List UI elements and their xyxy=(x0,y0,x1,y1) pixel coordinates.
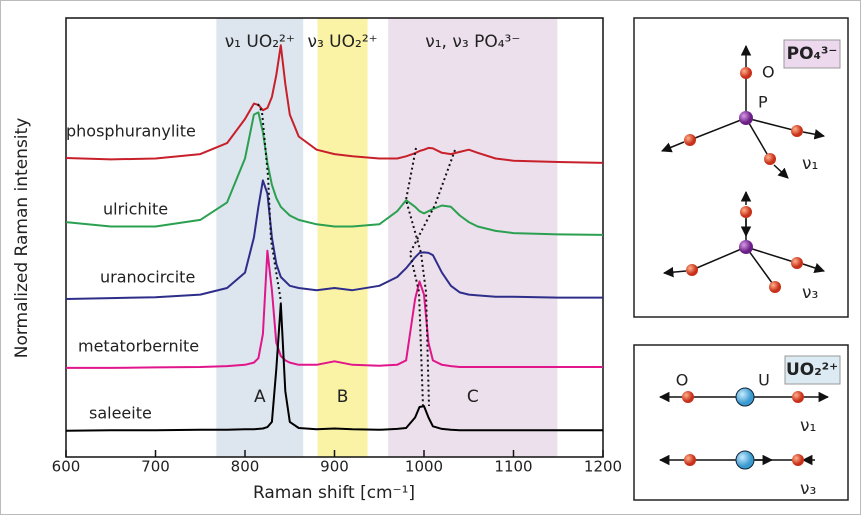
region-title: ν₃ UO₂²⁺ xyxy=(307,32,377,52)
badge-text: UO₂²⁺ xyxy=(786,360,838,380)
region-label: C xyxy=(467,387,479,407)
series-label: metatorbernite xyxy=(78,337,199,356)
atoms xyxy=(684,67,803,293)
x-tick-label: 1200 xyxy=(584,458,622,476)
spectrum-line xyxy=(65,111,604,236)
guide-phosphate-2 xyxy=(408,149,456,407)
x-axis-label: Raman shift [cm⁻¹] xyxy=(253,483,415,503)
region-title: ν₁, ν₃ PO₄³⁻ xyxy=(425,32,520,52)
spectrum-line xyxy=(65,179,603,300)
y-axis-label: Normalized Raman intensity xyxy=(12,118,32,359)
badge xyxy=(783,39,841,69)
x-tick-label: 700 xyxy=(141,458,170,476)
plot: 600 700 800 900 1000 1100 1200 phosphuranylite u… xyxy=(52,17,622,476)
x-tick-label: 600 xyxy=(52,458,81,476)
regions: ν₁ UO₂²⁺ Aν₃ UO₂²⁺ Bν₁, ν₃ PO₄³⁻ C xyxy=(216,18,558,457)
mode-label: ν₃ xyxy=(800,479,816,499)
series-label: uranocircite xyxy=(100,268,195,287)
mode-label: ν₁ xyxy=(800,416,816,436)
spectrum-line xyxy=(65,302,603,432)
region-title: ν₁ UO₂²⁺ xyxy=(225,32,295,52)
series-label: ulrichite xyxy=(103,200,168,219)
mode-label: ν₃ xyxy=(802,283,818,303)
series-label: saleeite xyxy=(89,404,152,423)
badge-text: PO₄³⁻ xyxy=(787,44,838,64)
guide-phosphate-1 xyxy=(404,147,430,407)
x-tick-label: 800 xyxy=(231,458,260,476)
series-label: phosphuranylite xyxy=(66,122,196,141)
atom-label: P xyxy=(758,93,768,112)
atom-label: O xyxy=(762,63,775,82)
region-label: A xyxy=(254,387,266,407)
phosphate-panel: PO₄³⁻ O P ν₁ ν₃ xyxy=(633,17,849,318)
bonds xyxy=(661,44,826,288)
x-tick-label: 1000 xyxy=(405,458,443,476)
region xyxy=(216,18,304,457)
guide-uranyl xyxy=(257,103,282,303)
atoms xyxy=(682,387,804,470)
x-tick-label: 1100 xyxy=(494,458,532,476)
uranyl-panel: UO₂²⁺ O U ν₁ ν₃ xyxy=(633,344,849,501)
region-label: B xyxy=(337,387,349,407)
atom-label: U xyxy=(758,371,770,390)
region xyxy=(317,18,368,457)
peak-guides xyxy=(257,103,456,407)
spectrum-line xyxy=(66,249,603,369)
atom-label: O xyxy=(676,371,689,390)
spectrum-line xyxy=(65,44,604,164)
mode-label: ν₁ xyxy=(802,154,818,174)
x-tick-label: 900 xyxy=(320,458,349,476)
badge xyxy=(784,355,841,385)
